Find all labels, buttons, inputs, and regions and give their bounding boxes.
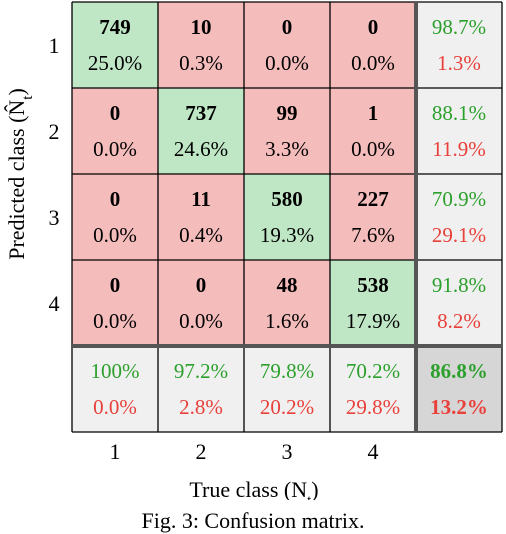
col-label: 3 (282, 439, 293, 464)
row-precision: 88.1% (432, 101, 486, 125)
confusion-matrix-chart: 74925.0%100.3%00.0%00.0%98.7%1.3%00.0%73… (4, 1, 503, 500)
row-summary-bg (416, 174, 502, 260)
row-summary-bg (416, 2, 502, 88)
row-label: 1 (49, 33, 60, 58)
cell-bg (330, 174, 416, 260)
cell-percent: 19.3% (260, 223, 314, 247)
cell-bg (158, 88, 244, 174)
cell-bg (330, 2, 416, 88)
cell-percent: 24.6% (174, 137, 228, 161)
col-label: 2 (196, 439, 207, 464)
caption-text: Fig. 3: Confusion matrix. (141, 508, 365, 533)
row-precision: 70.9% (432, 187, 486, 211)
row-error: 8.2% (437, 309, 481, 333)
row-precision: 98.7% (432, 15, 486, 39)
cell-bg (244, 174, 330, 260)
cell-count: 11 (191, 187, 211, 211)
cell-percent: 0.0% (351, 137, 395, 161)
cell-count: 580 (271, 187, 303, 211)
cell-bg (72, 88, 158, 174)
cell-percent: 0.0% (93, 309, 137, 333)
cell-count: 0 (282, 15, 293, 39)
cell-percent: 0.0% (265, 51, 309, 75)
row-label: 4 (49, 291, 60, 316)
cell-bg (72, 174, 158, 260)
cell-bg (244, 2, 330, 88)
cell-bg (330, 260, 416, 346)
row-precision: 91.8% (432, 273, 486, 297)
col-summary-bg (158, 346, 244, 432)
col-error: 2.8% (179, 395, 223, 419)
cell-count: 737 (185, 101, 217, 125)
cell-count: 48 (277, 273, 298, 297)
cell-bg (244, 88, 330, 174)
cell-count: 749 (99, 15, 131, 39)
cell-percent: 0.0% (179, 309, 223, 333)
overall-error: 13.2% (430, 395, 488, 419)
cell-percent: 7.6% (351, 223, 395, 247)
row-label: 2 (49, 119, 60, 144)
cell-bg (158, 260, 244, 346)
cell-count: 10 (191, 15, 212, 39)
cell-count: 0 (110, 101, 121, 125)
cell-percent: 0.3% (179, 51, 223, 75)
col-error: 0.0% (93, 395, 137, 419)
row-summary-bg (416, 88, 502, 174)
col-label: 1 (110, 439, 121, 464)
col-recall: 97.2% (174, 359, 228, 383)
cell-count: 1 (368, 101, 379, 125)
col-summary-bg (330, 346, 416, 432)
row-error: 29.1% (432, 223, 486, 247)
cell-percent: 17.9% (346, 309, 400, 333)
cell-percent: 0.0% (351, 51, 395, 75)
cell-count: 0 (110, 187, 121, 211)
cell-percent: 3.3% (265, 137, 309, 161)
cell-percent: 25.0% (88, 51, 142, 75)
cell-count: 99 (277, 101, 298, 125)
cell-bg (72, 2, 158, 88)
y-axis-label: Predicted class (N̂t) (4, 88, 36, 260)
figure-caption: Fig. 3: Confusion matrix. (0, 508, 506, 534)
col-recall: 70.2% (346, 359, 400, 383)
col-recall: 100% (91, 359, 140, 383)
cell-count: 227 (357, 187, 389, 211)
cell-bg (158, 2, 244, 88)
x-axis-label: True class (Nt) (189, 477, 318, 500)
col-error: 20.2% (260, 395, 314, 419)
row-error: 1.3% (437, 51, 481, 75)
cell-bg (244, 260, 330, 346)
cell-percent: 0.4% (179, 223, 223, 247)
cell-bg (330, 88, 416, 174)
cell-bg (158, 174, 244, 260)
col-recall: 79.8% (260, 359, 314, 383)
col-summary-bg (72, 346, 158, 432)
overall-bg (416, 346, 502, 432)
col-summary-bg (244, 346, 330, 432)
cell-count: 0 (196, 273, 207, 297)
cell-bg (72, 260, 158, 346)
cell-percent: 0.0% (93, 137, 137, 161)
col-label: 4 (368, 439, 379, 464)
row-error: 11.9% (432, 137, 485, 161)
cell-percent: 1.6% (265, 309, 309, 333)
cell-percent: 0.0% (93, 223, 137, 247)
cell-count: 0 (110, 273, 121, 297)
cell-count: 0 (368, 15, 379, 39)
col-error: 29.8% (346, 395, 400, 419)
row-label: 3 (49, 205, 60, 230)
cell-count: 538 (357, 273, 389, 297)
overall-accuracy: 86.8% (430, 359, 488, 383)
row-summary-bg (416, 260, 502, 346)
